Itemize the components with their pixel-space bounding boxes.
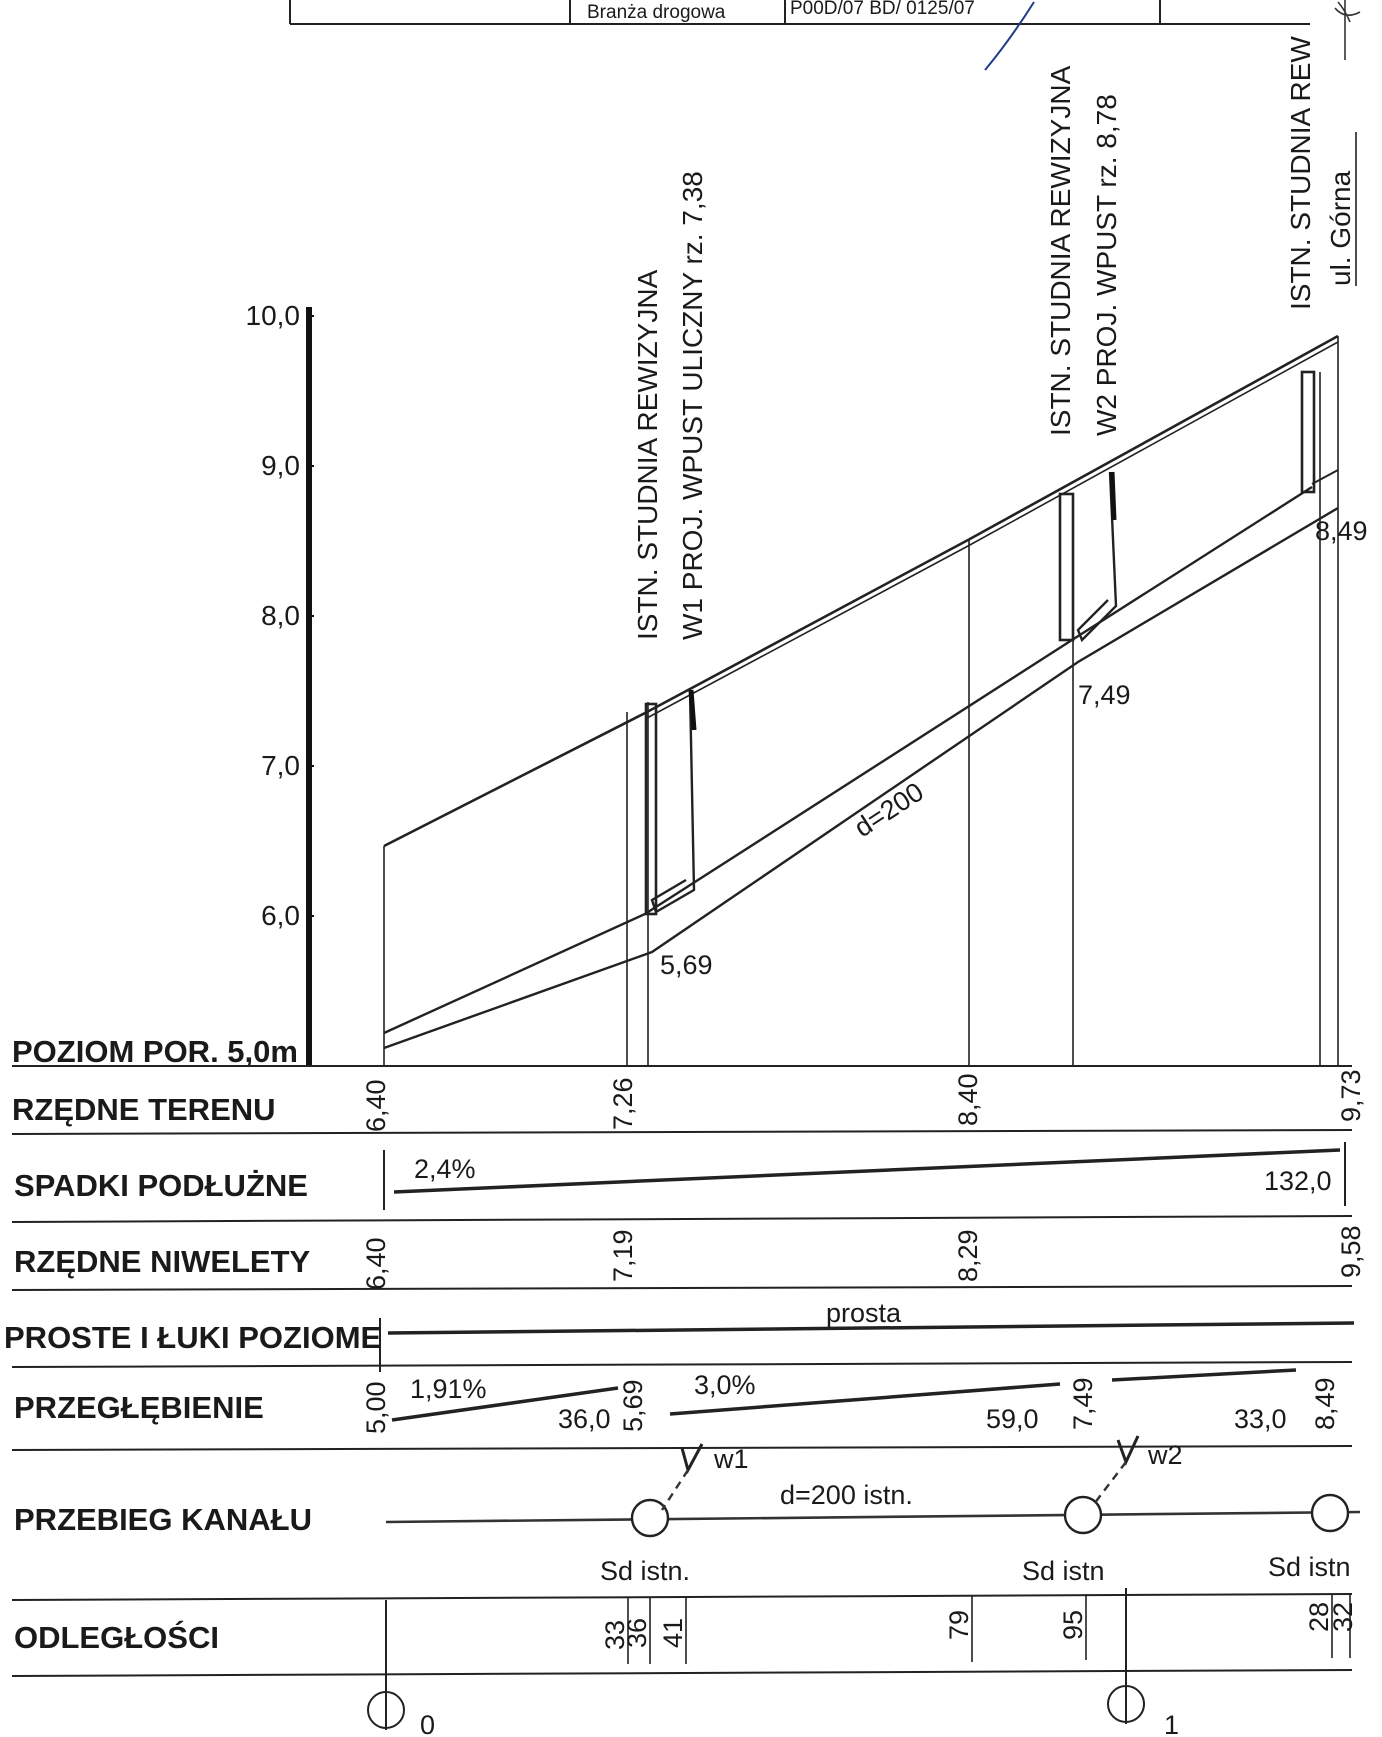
distance-value-4: 79 <box>944 1610 974 1640</box>
invert-label-w1: 5,69 <box>660 950 713 980</box>
depth-elevation-3: 7,49 <box>1068 1377 1098 1430</box>
depth-slope-1: 1,91% <box>410 1374 487 1404</box>
row-label-grade: RZĘDNE NIWELETY <box>14 1244 311 1279</box>
grade-line <box>646 341 1339 719</box>
inlet-w1-connection <box>650 689 696 914</box>
title-block-branch: Branża drogowa <box>587 2 726 23</box>
invert-label-w2: 7,49 <box>1078 680 1131 710</box>
row-label-terrain: RZĘDNE TERENU <box>12 1092 276 1127</box>
depth-length-2: 59,0 <box>986 1404 1039 1434</box>
scale-label-8: 8,0 <box>261 600 300 631</box>
row-separator-7 <box>11 1669 1353 1677</box>
inlet-w2-symbol <box>1116 1435 1140 1466</box>
distance-value-6: 28 <box>1304 1602 1334 1632</box>
depth-elevation-4: 8,49 <box>1310 1377 1340 1430</box>
title-block-number: P00D/07 BD/ 0125/07 <box>790 0 975 19</box>
manhole-1-symbol <box>630 1498 670 1538</box>
annotation-end-line1: ISTN. STUDNIA REW <box>1285 36 1316 310</box>
station-0-label: 0 <box>420 1710 435 1737</box>
grade-value-1: 6,40 <box>361 1237 391 1290</box>
north-arrow-fragment <box>1334 0 1361 60</box>
terrain-line <box>383 334 1339 848</box>
signature-stroke <box>984 1 1035 71</box>
row-label-depth: PRZEGŁĘBIENIE <box>14 1390 264 1425</box>
manhole-1-shaft <box>644 702 658 916</box>
depth-length-3: 33,0 <box>1234 1404 1287 1434</box>
alignment-line <box>387 1321 1355 1335</box>
row-separator-4 <box>11 1361 1353 1368</box>
manhole-2-symbol <box>1063 1495 1103 1535</box>
terrain-value-2: 7,26 <box>608 1077 638 1130</box>
scale-label-10: 10,0 <box>246 300 301 331</box>
terrain-value-1: 6,40 <box>361 1079 391 1132</box>
row-separator-1 <box>11 1129 1353 1135</box>
manhole-3-label: Sd istn <box>1268 1552 1351 1582</box>
annotation-w2-line2: W2 PROJ. WPUST rz. 8,78 <box>1091 94 1122 436</box>
row-separator-3 <box>11 1285 1353 1291</box>
depth-slope-line-2 <box>669 1382 1061 1416</box>
row-separator-6 <box>11 1593 1353 1601</box>
slope-length: 132,0 <box>1264 1166 1332 1196</box>
elevation-scale: 10,0 9,0 8,0 7,0 6,0 POZIOM POR. 5,0m <box>12 300 314 1069</box>
annotation-w1-line1: ISTN. STUDNIA REWIZYJNA <box>632 269 663 640</box>
longitudinal-profile: d=200 5,69 7,49 8,49 <box>383 334 1368 1066</box>
depth-elevation-1: 5,00 <box>361 1381 391 1434</box>
grade-value-4: 9,58 <box>1336 1225 1366 1278</box>
pipe-bottom-line <box>383 506 1339 1050</box>
annotation-w1-line2: W1 PROJ. WPUST ULICZNY rz. 7,38 <box>677 171 708 640</box>
depth-slope-line-3 <box>1111 1368 1297 1382</box>
inlet-w2-connection <box>1076 471 1118 643</box>
manhole-1-label: Sd istn. <box>600 1556 690 1586</box>
row-label-alignment: PROSTE I ŁUKI POZIOME <box>4 1320 381 1355</box>
pipe-top-line <box>383 485 1313 1035</box>
invert-label-end: 8,49 <box>1315 516 1368 546</box>
slope-line <box>393 1148 1341 1194</box>
datum-label: POZIOM POR. 5,0m <box>12 1034 298 1069</box>
inlet-w1-label: w1 <box>713 1444 749 1474</box>
terrain-value-3: 8,40 <box>953 1073 983 1126</box>
station-1-label: 1 <box>1164 1710 1179 1737</box>
vertical-annotations: ISTN. STUDNIA REWIZYJNA W1 PROJ. WPUST U… <box>632 36 1357 640</box>
annotation-end-line2: ul. Górna <box>1325 170 1356 286</box>
scale-label-7: 7,0 <box>261 750 300 781</box>
depth-elevation-2: 5,69 <box>618 1379 648 1432</box>
slope-percent: 2,4% <box>414 1154 476 1184</box>
annotation-w2-line1: ISTN. STUDNIA REWIZYJNA <box>1045 65 1076 436</box>
inlet-w2-label: w2 <box>1147 1440 1183 1470</box>
row-label-distances: ODLEGŁOŚCI <box>14 1619 219 1655</box>
manhole-3-shaft <box>1300 370 1316 494</box>
grade-value-3: 8,29 <box>953 1229 983 1282</box>
terrain-value-4: 9,73 <box>1336 1069 1366 1122</box>
row-label-sewer: PRZEBIEG KANAŁU <box>14 1502 312 1537</box>
sewer-pipe-label: d=200 istn. <box>780 1480 913 1510</box>
inlet-w1-marker <box>688 689 697 731</box>
row-label-slopes: SPADKI PODŁUŻNE <box>14 1168 308 1203</box>
distance-value-7: 32 <box>1328 1602 1358 1632</box>
distance-value-5: 95 <box>1058 1610 1088 1640</box>
inlet-w2-marker <box>1109 471 1117 521</box>
manhole-2-shaft <box>1058 492 1075 642</box>
scale-label-6: 6,0 <box>261 900 300 931</box>
end-connection <box>1311 469 1339 485</box>
row-separator-2 <box>11 1215 1353 1223</box>
distance-value-3: 41 <box>658 1618 688 1648</box>
profile-table: RZĘDNE TERENU 6,40 7,26 8,40 9,73 SPADKI… <box>4 1065 1366 1737</box>
distance-value-1: 33 <box>600 1620 630 1650</box>
depth-slope-2: 3,0% <box>694 1370 756 1400</box>
manhole-2-label: Sd istn <box>1022 1556 1105 1586</box>
grade-value-2: 7,19 <box>608 1229 638 1282</box>
pipe-diameter-label: d=200 <box>849 777 929 843</box>
alignment-value: prosta <box>826 1298 902 1328</box>
distance-value-2: 36 <box>622 1618 652 1648</box>
inlet-w2-link <box>1093 1461 1127 1505</box>
title-block: Branża drogowa P00D/07 BD/ 0125/07 <box>289 0 1361 71</box>
inlet-w1-link <box>660 1469 690 1511</box>
sewer-pipe-line <box>385 1510 1361 1524</box>
depth-length-1: 36,0 <box>558 1404 611 1434</box>
depth-slope-line-1 <box>391 1386 619 1422</box>
manhole-3-symbol <box>1310 1493 1350 1533</box>
scale-label-9: 9,0 <box>261 450 300 481</box>
